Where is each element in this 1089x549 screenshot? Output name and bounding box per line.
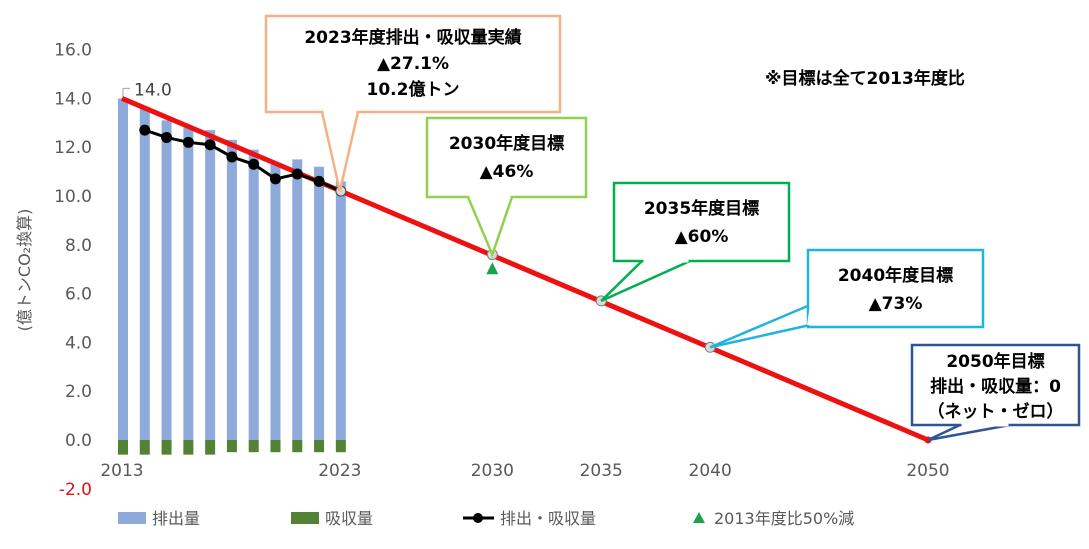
emission-bar: [139, 108, 150, 440]
chart-note: ※目標は全て2013年度比: [765, 68, 965, 89]
callout-pointer: [600, 259, 691, 303]
absorption-bar: [314, 440, 325, 453]
x-tick-label: 2013: [100, 461, 143, 481]
x-tick-label: 2030: [471, 461, 514, 481]
emission-bar: [314, 166, 325, 440]
absorption-bar: [205, 440, 216, 455]
data-label-leader: [122, 87, 130, 97]
net-emission-line-layer: [139, 124, 499, 275]
callout-box: [425, 116, 588, 199]
y-axis-label: (億トンCO₂換算): [15, 209, 34, 332]
legend: 排出量 吸収量 排出・吸収量 2013年度比50%減: [118, 509, 854, 528]
x-tick-label: 2050: [906, 461, 949, 481]
x-tick-label: 2035: [580, 461, 623, 481]
net-emission-point: [291, 168, 303, 180]
y-tick-label: 4.0: [65, 333, 92, 353]
callout-line: ▲73%: [869, 294, 923, 314]
net-emission-point: [248, 158, 260, 170]
callout-target-2035: 2035年度目標 ▲60%: [600, 181, 791, 303]
net-emission-line: [144, 128, 342, 193]
y-axis: -2.0 0.0 2.0 4.0 6.0 8.0 10.0 12.0 14.0 16.0: [54, 41, 92, 500]
target-line: [121, 96, 929, 443]
fifty-percent-marker: [486, 262, 499, 275]
callout-line: 2050年目標: [946, 351, 1044, 372]
emission-bar: [292, 159, 303, 440]
emission-bar: [118, 98, 128, 441]
legend-label-net: 排出・吸収量: [500, 509, 596, 528]
y-tick-label: -2.0: [59, 480, 92, 500]
callout-target-2030: 2030年度目標 ▲46%: [425, 116, 588, 259]
legend-swatch-dot: [473, 513, 483, 523]
emission-bar: [335, 181, 346, 441]
y-tick-label: 16.0: [54, 41, 92, 61]
absorption-bar: [161, 440, 172, 455]
callout-line: 10.2億トン: [367, 79, 460, 100]
net-emission-point: [313, 175, 325, 187]
y-tick-label: 0.0: [65, 431, 92, 451]
emission-bar: [161, 120, 172, 441]
callout-line: 2023年度排出・吸収量実績: [304, 27, 521, 48]
absorption-bar: [139, 440, 150, 455]
absorption-bar: [183, 440, 194, 455]
callout-actual-2023: 2023年度排出・吸収量実績 ▲27.1% 10.2億トン: [264, 14, 562, 192]
callout-pointer: [927, 423, 1011, 442]
callout-line: 排出・吸収量：0: [930, 376, 1061, 397]
legend-label-fifty: 2013年度比50%減: [714, 509, 854, 528]
bar-series: [118, 98, 346, 455]
y-tick-label: 2.0: [65, 382, 92, 402]
callout-pointer: [709, 303, 812, 349]
x-tick-label: 2023: [318, 461, 361, 481]
callout-box: [264, 14, 562, 114]
callout-line: 2035年度目標: [644, 198, 759, 219]
data-label-14: 14.0: [134, 80, 172, 100]
absorption-bar: [248, 440, 259, 453]
legend-swatch-triangle: [693, 512, 705, 523]
callout-box: [910, 343, 1081, 427]
legend-swatch-absorption: [291, 512, 319, 524]
emission-bar: [226, 139, 237, 440]
callout-line: ▲27.1%: [377, 54, 449, 74]
absorption-bar: [292, 440, 303, 453]
y-tick-label: 10.0: [54, 187, 92, 207]
y-tick-label: 14.0: [54, 89, 92, 109]
absorption-bar: [335, 440, 346, 453]
net-emission-point: [182, 136, 194, 148]
callout-line: ▲46%: [480, 162, 534, 182]
legend-label-emission: 排出量: [152, 509, 200, 528]
net-emission-point: [139, 124, 151, 136]
callout-line: （ネット・ゼロ）: [928, 401, 1064, 422]
callout-pointer: [320, 110, 360, 192]
callout-line: 2030年度目標: [449, 133, 564, 154]
callout-seam: [807, 304, 813, 326]
net-emission-point: [226, 151, 238, 163]
callout-line: 2040年度目標: [838, 265, 953, 286]
callouts: 2023年度排出・吸収量実績▲27.1%10.2億トン2030年度目標▲46%2…: [264, 14, 1081, 442]
net-emission-point: [204, 139, 216, 151]
callout-target-2040: 2040年度目標 ▲73%: [709, 248, 985, 349]
x-tick-label: 2040: [689, 461, 732, 481]
absorption-bar: [118, 440, 128, 455]
emission-bar: [248, 149, 259, 440]
callout-box: [612, 181, 791, 263]
legend-label-absorption: 吸収量: [325, 509, 373, 528]
absorption-bar: [270, 440, 281, 453]
net-emission-point: [161, 131, 173, 143]
net-emission-point: [269, 173, 281, 185]
legend-swatch-emission: [118, 512, 146, 524]
x-axis: 2013 2023 2030 2035 2040 2050: [100, 461, 949, 481]
y-tick-label: 12.0: [54, 138, 92, 158]
emission-bar: [270, 164, 281, 440]
y-tick-label: 6.0: [65, 285, 92, 305]
emission-bar: [183, 127, 194, 441]
callout-box: [806, 248, 985, 329]
y-tick-label: 8.0: [65, 236, 92, 256]
emission-bar: [205, 130, 216, 440]
absorption-bar: [226, 440, 237, 453]
callout-line: ▲60%: [675, 227, 729, 247]
